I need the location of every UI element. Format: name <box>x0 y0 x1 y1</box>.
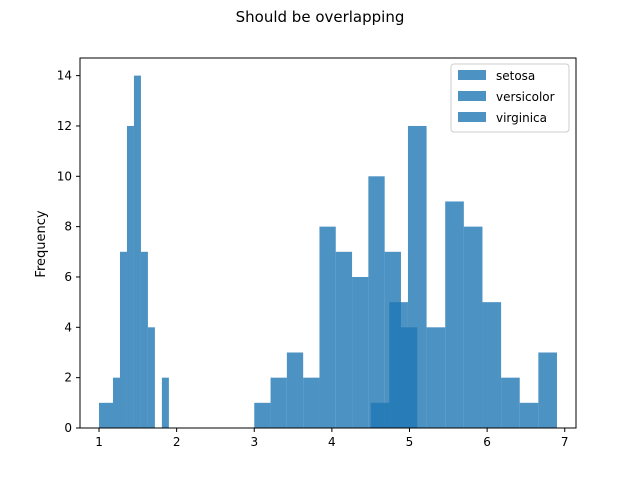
legend-swatch-setosa <box>458 70 486 80</box>
y-tick-label: 10 <box>57 169 72 183</box>
bar-virginica-6 <box>482 302 502 428</box>
y-tick-label: 14 <box>57 69 72 83</box>
bar-virginica-1 <box>389 302 408 428</box>
series-setosa <box>99 75 169 429</box>
y-tick-label: 6 <box>64 270 72 284</box>
legend-items: setosa versicolor virginica <box>458 69 555 125</box>
legend-label-virginica: virginica <box>496 111 547 125</box>
bar-setosa-8 <box>161 377 169 428</box>
x-tick-label: 1 <box>95 435 103 449</box>
bar-setosa-2 <box>112 377 120 428</box>
bar-versicolor-6 <box>352 276 369 428</box>
plot-frame <box>79 57 577 429</box>
bar-versicolor-7 <box>368 176 385 428</box>
bar-versicolor-4 <box>319 226 336 428</box>
bar-virginica-7 <box>501 377 520 428</box>
legend-label-setosa: setosa <box>496 69 535 83</box>
bar-virginica-9 <box>538 352 557 428</box>
bars-layer <box>99 75 557 429</box>
legend: setosa versicolor virginica <box>450 63 570 133</box>
legend-swatch-virginica <box>458 112 486 122</box>
y-axis-label: Frequency <box>34 210 49 277</box>
x-tick-label: 7 <box>561 435 569 449</box>
bar-virginica-2 <box>407 125 427 429</box>
bar-setosa-0 <box>99 402 107 428</box>
bar-setosa-1 <box>106 402 113 428</box>
series-virginica <box>370 125 557 429</box>
x-tick-label: 5 <box>406 435 414 449</box>
y-tick-label: 0 <box>64 421 72 435</box>
chart-title: Should be overlapping <box>236 8 405 26</box>
legend-label-versicolor: versicolor <box>496 90 555 104</box>
x-tick-label: 3 <box>250 435 258 449</box>
bar-versicolor-2 <box>286 352 304 428</box>
legend-swatch-versicolor <box>458 91 486 101</box>
x-axis: 1 2 3 4 5 6 7 <box>95 428 569 449</box>
bar-versicolor-0 <box>254 402 271 428</box>
y-axis: 0 2 4 6 8 10 12 14 <box>57 69 80 435</box>
bar-versicolor-1 <box>270 377 287 428</box>
bar-setosa-6 <box>140 251 148 428</box>
bar-setosa-7 <box>147 327 155 428</box>
x-tick-label: 2 <box>173 435 181 449</box>
bar-virginica-8 <box>519 402 539 428</box>
x-tick-label: 4 <box>328 435 336 449</box>
bar-versicolor-3 <box>303 377 320 428</box>
bar-virginica-4 <box>445 201 464 428</box>
y-tick-label: 2 <box>64 371 72 385</box>
bar-setosa-3 <box>119 251 127 428</box>
bar-setosa-4 <box>126 125 134 429</box>
bar-virginica-3 <box>426 327 446 428</box>
y-tick-label: 8 <box>64 220 72 234</box>
y-tick-label: 12 <box>57 119 72 133</box>
bar-setosa-5 <box>133 75 141 429</box>
bar-versicolor-5 <box>335 251 353 428</box>
bar-virginica-5 <box>463 226 483 428</box>
x-tick-label: 6 <box>483 435 491 449</box>
bar-virginica-0 <box>370 402 390 428</box>
y-tick-label: 4 <box>64 320 72 334</box>
